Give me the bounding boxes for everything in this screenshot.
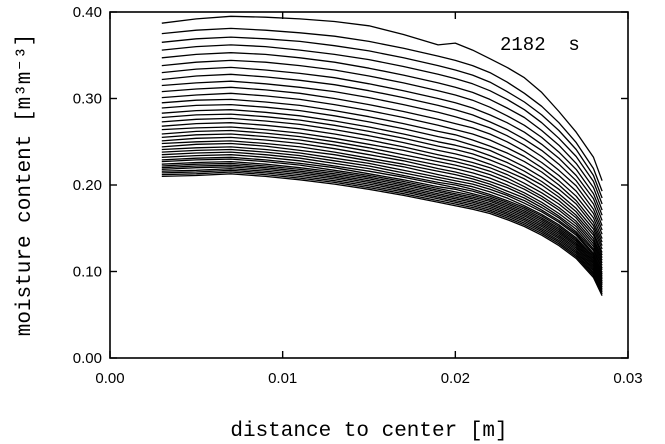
y-axis-title: moisture content [m³m⁻³] bbox=[14, 34, 37, 337]
series-line-14 bbox=[161, 109, 603, 250]
series-line-4 bbox=[161, 44, 603, 205]
series-line-36 bbox=[161, 171, 603, 295]
series-line-20 bbox=[161, 133, 603, 266]
y-tick-label: 0.00 bbox=[73, 350, 102, 367]
series-line-6 bbox=[161, 59, 603, 216]
series-line-25 bbox=[161, 148, 603, 277]
series-line-13 bbox=[161, 103, 603, 246]
series-line-27 bbox=[161, 154, 603, 280]
axis-ticks bbox=[109, 11, 629, 359]
series-line-26 bbox=[161, 151, 603, 278]
series-line-5 bbox=[161, 52, 603, 211]
x-axis-title: distance to center [m] bbox=[230, 420, 507, 443]
x-tick-label: 0.02 bbox=[441, 370, 470, 387]
plot-frame bbox=[109, 11, 629, 359]
series-line-1 bbox=[161, 15, 603, 181]
series-line-29 bbox=[161, 158, 603, 283]
series-line-34 bbox=[161, 167, 603, 291]
series-line-10 bbox=[161, 86, 603, 235]
series-line-15 bbox=[161, 113, 603, 253]
series-line-3 bbox=[161, 36, 603, 199]
series-line-17 bbox=[161, 122, 603, 258]
series-line-37 bbox=[161, 173, 603, 296]
series-line-21 bbox=[161, 136, 603, 269]
series-line-12 bbox=[161, 98, 603, 243]
x-tick-label: 0.03 bbox=[613, 370, 642, 387]
y-tick-label: 0.20 bbox=[73, 177, 102, 194]
axis-tick-labels: 0.00 0.01 0.02 0.03 0.00 0.10 0.20 0.30 0.40 bbox=[73, 4, 643, 387]
series-line-31 bbox=[161, 162, 603, 286]
y-tick-label: 0.30 bbox=[73, 91, 102, 108]
y-tick-label: 0.40 bbox=[73, 4, 102, 21]
series-line-24 bbox=[161, 146, 603, 275]
curve-group bbox=[161, 15, 603, 296]
series-line-19 bbox=[161, 129, 603, 264]
time-annotation: 2182 s bbox=[500, 34, 580, 56]
series-line-33 bbox=[161, 166, 603, 290]
series-line-22 bbox=[161, 140, 603, 271]
x-tick-label: 0.01 bbox=[268, 370, 297, 387]
series-line-23 bbox=[161, 142, 603, 273]
series-line-35 bbox=[161, 169, 603, 293]
series-line-7 bbox=[161, 66, 603, 221]
series-line-28 bbox=[161, 156, 603, 282]
series-line-32 bbox=[161, 164, 603, 288]
series-line-8 bbox=[161, 73, 603, 226]
series-line-30 bbox=[161, 160, 603, 284]
series-line-11 bbox=[161, 92, 603, 239]
series-line-9 bbox=[161, 80, 603, 231]
x-tick-label: 0.00 bbox=[95, 370, 124, 387]
series-line-16 bbox=[161, 117, 603, 256]
series-line-2 bbox=[161, 27, 603, 192]
series-line-18 bbox=[161, 126, 603, 261]
y-tick-label: 0.10 bbox=[73, 264, 102, 281]
